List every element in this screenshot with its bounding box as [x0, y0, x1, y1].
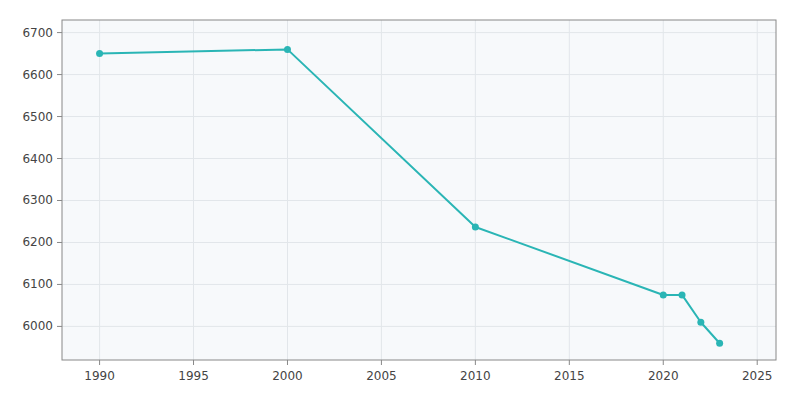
grid: [62, 20, 776, 360]
point-marker: [472, 223, 479, 230]
x-tick: [99, 360, 100, 365]
y-tick: [57, 284, 62, 285]
x-tick-label: 2015: [554, 369, 585, 383]
point-marker: [284, 46, 291, 53]
chart-container: 1990 1995 2000 2005 2010 2015 2020 2025 6000 6100…: [0, 0, 800, 400]
axes: 1990 1995 2000 2005 2010 2015 2020 2025 6000 6100…: [22, 20, 776, 383]
x-grid-line: [569, 20, 570, 360]
x-tick: [193, 360, 194, 365]
data-layer: [96, 46, 723, 347]
x-grid-line: [99, 20, 100, 360]
x-tick: [381, 360, 382, 365]
x-grid-line: [475, 20, 476, 360]
y-tick-label: 6100: [22, 277, 53, 291]
y-tick-label: 6500: [22, 110, 53, 124]
x-grid-line: [381, 20, 382, 360]
x-tick-label: 1990: [84, 369, 115, 383]
x-tick-label: 1995: [178, 369, 209, 383]
point-marker: [660, 291, 667, 298]
y-tick-label: 6300: [22, 193, 53, 207]
x-tick: [475, 360, 476, 365]
x-tick: [757, 360, 758, 365]
y-grid-line: [62, 200, 776, 201]
y-tick-label: 6400: [22, 152, 53, 166]
x-grid-line: [663, 20, 664, 360]
point-marker: [679, 291, 686, 298]
plot-frame: [62, 20, 776, 360]
y-tick: [57, 242, 62, 243]
y-tick-label: 6600: [22, 68, 53, 82]
x-grid-line: [287, 20, 288, 360]
x-tick-label: 2020: [648, 369, 679, 383]
y-grid-line: [62, 284, 776, 285]
y-tick: [57, 200, 62, 201]
y-tick-label: 6700: [22, 26, 53, 40]
x-tick-label: 2010: [460, 369, 491, 383]
y-grid-line: [62, 242, 776, 243]
x-tick: [663, 360, 664, 365]
x-tick-label: 2000: [272, 369, 303, 383]
y-tick: [57, 32, 62, 33]
y-tick: [57, 74, 62, 75]
y-grid-line: [62, 326, 776, 327]
x-tick: [569, 360, 570, 365]
y-tick: [57, 326, 62, 327]
x-tick-label: 2025: [742, 369, 773, 383]
point-marker: [716, 340, 723, 347]
y-tick-label: 6200: [22, 235, 53, 249]
x-tick: [287, 360, 288, 365]
y-tick: [57, 158, 62, 159]
y-tick: [57, 116, 62, 117]
y-tick-label: 6000: [22, 319, 53, 333]
point-marker: [96, 50, 103, 57]
y-grid-line: [62, 32, 776, 33]
x-grid-line: [193, 20, 194, 360]
chart-svg: 1990 1995 2000 2005 2010 2015 2020 2025 6000 6100…: [0, 0, 800, 400]
plot-background: [62, 20, 776, 360]
y-grid-line: [62, 74, 776, 75]
series-line: [100, 49, 720, 343]
x-tick-label: 2005: [366, 369, 397, 383]
point-marker: [697, 319, 704, 326]
x-grid-line: [757, 20, 758, 360]
y-grid-line: [62, 116, 776, 117]
y-grid-line: [62, 158, 776, 159]
